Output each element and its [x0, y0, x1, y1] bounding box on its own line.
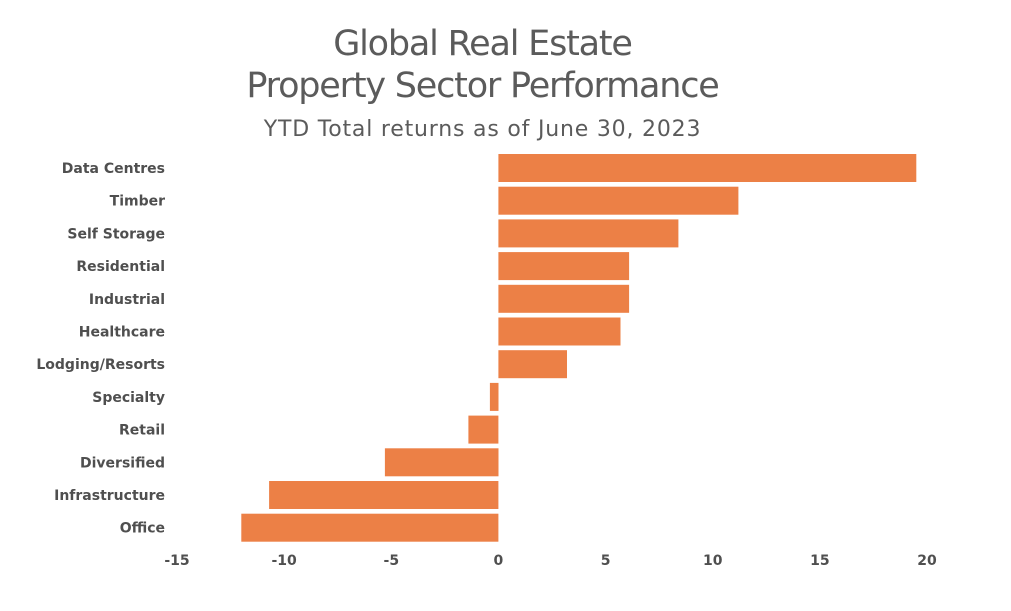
x-tick-label: -10 [271, 553, 297, 569]
category-label-timber: Timber [110, 194, 165, 210]
chart-title-line-1: Global Real Estate [333, 24, 633, 64]
bars-group [241, 154, 917, 542]
x-tick-labels-group: -15 -10 -5 0 5 10 15 20 [164, 553, 937, 569]
chart-title-line-2: Property Sector Performance [246, 66, 719, 106]
x-tick-label: -15 [164, 553, 189, 569]
category-label-office: Office [120, 521, 165, 537]
category-label-self-storage: Self Storage [67, 226, 165, 242]
bar-residential [498, 252, 630, 281]
category-label-healthcare: Healthcare [79, 325, 165, 341]
bar-specialty [489, 382, 499, 411]
category-label-infrastructure: Infrastructure [54, 488, 165, 504]
bar-lodging-resorts [498, 350, 567, 379]
bar-diversified [384, 448, 499, 477]
category-label-lodging-resorts: Lodging/Resorts [36, 357, 165, 373]
bar-self-storage [498, 219, 679, 248]
bar-timber [498, 186, 739, 215]
category-label-retail: Retail [119, 423, 165, 439]
x-tick-label: 0 [494, 553, 504, 569]
x-tick-label: 20 [917, 553, 937, 569]
bar-industrial [498, 284, 630, 313]
category-label-specialty: Specialty [92, 390, 165, 406]
bar-infrastructure [269, 481, 499, 509]
bar-healthcare [498, 317, 621, 346]
category-label-industrial: Industrial [89, 292, 165, 308]
bar-office [241, 513, 499, 542]
x-tick-label: -5 [384, 553, 400, 569]
category-label-data-centres: Data Centres [62, 161, 165, 177]
category-label-diversified: Diversified [80, 455, 165, 471]
bar-data-centres [498, 154, 917, 182]
bar-retail [468, 415, 499, 444]
category-labels-group: Data Centres Timber Self Storage Residentia… [36, 161, 165, 537]
x-tick-label: 15 [810, 553, 829, 569]
chart-subtitle: YTD Total returns as of June 30, 2023 [263, 117, 702, 142]
x-tick-label: 10 [703, 553, 723, 569]
category-label-residential: Residential [76, 259, 165, 275]
x-tick-label: 5 [601, 553, 611, 569]
